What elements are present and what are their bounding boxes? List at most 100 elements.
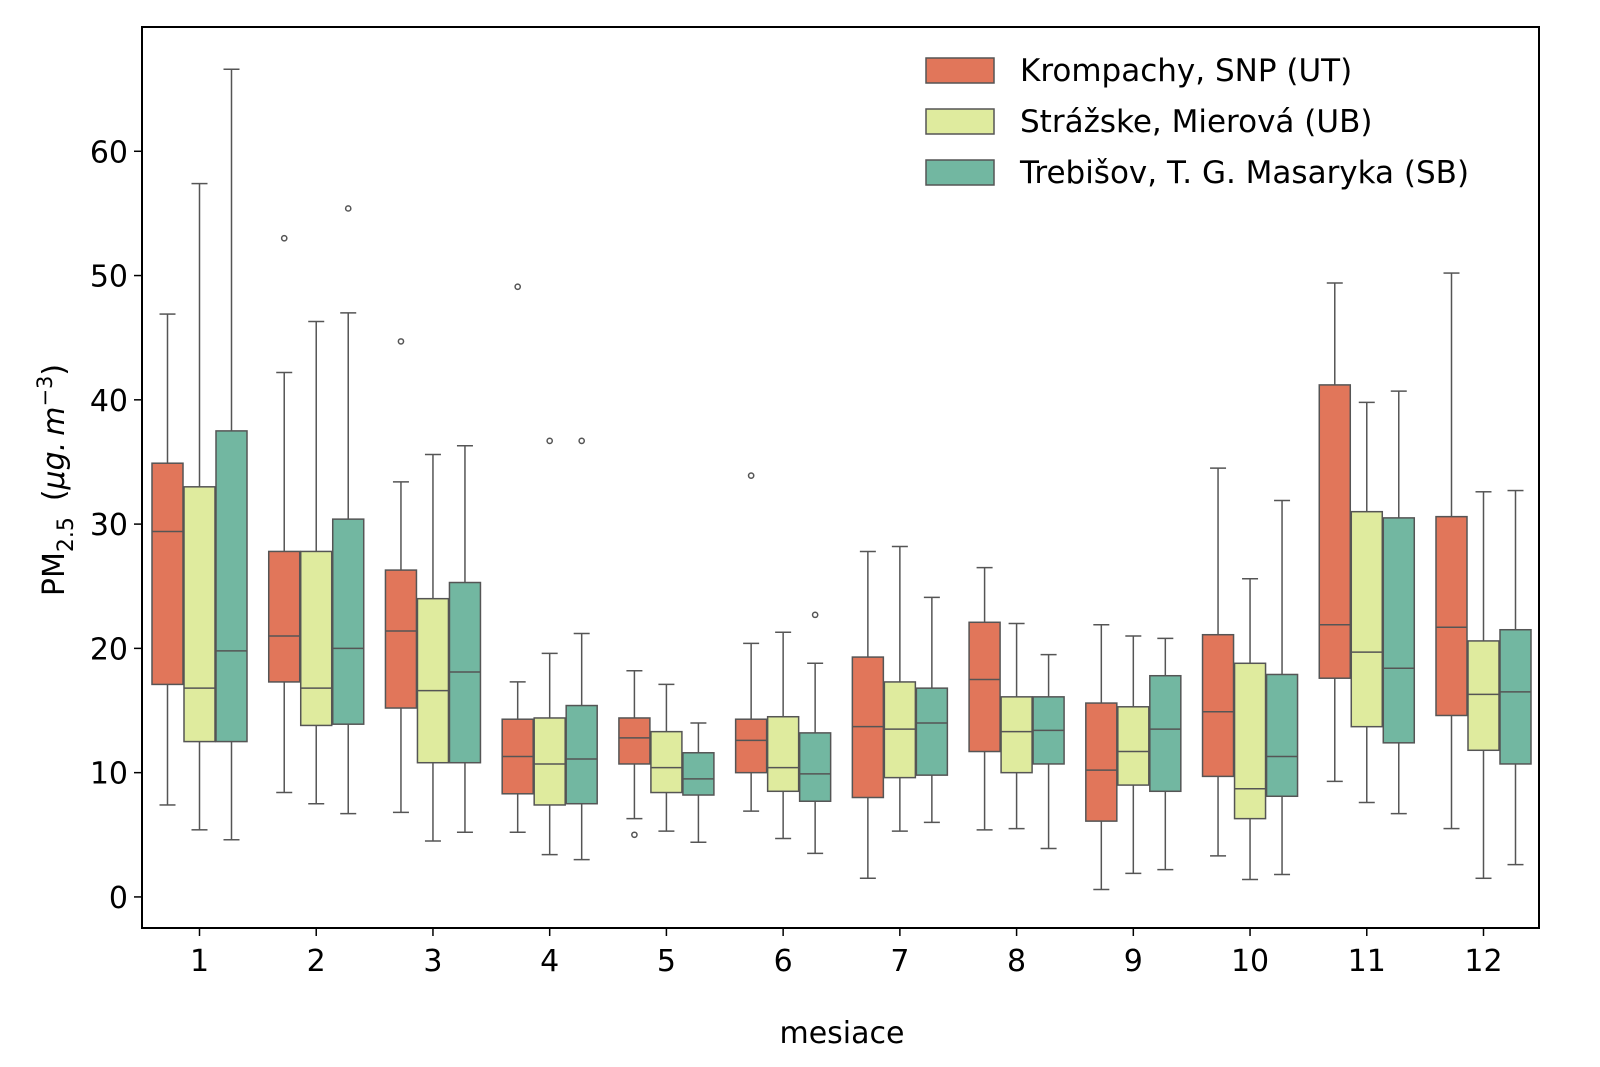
box-iqr [183,486,216,743]
y-axis-title-unit-m: m [37,407,72,436]
x-tick-label: 12 [1464,944,1502,979]
x-tick-label: 5 [657,944,676,979]
x-axis-title: mesiace [780,1016,905,1051]
box-iqr [299,550,333,727]
outlier-point [280,234,288,242]
box-series3-month11 [1382,390,1416,815]
y-tick-label: 50 [90,260,128,295]
box-iqr [650,730,683,794]
box-iqr [533,717,566,806]
box-series2-month10 [1233,578,1267,881]
box-iqr [915,687,949,776]
box-iqr [1265,673,1299,798]
y-axis-title-base: PM [37,552,72,596]
box-series2-month12 [1467,491,1500,880]
box-iqr [267,550,301,683]
box-series1-month4 [501,283,534,834]
x-tick-label: 3 [423,944,442,979]
legend-swatch-2 [925,108,995,135]
box-iqr [1467,640,1500,752]
outlier-point [747,472,755,479]
y-axis-title-paren-close: ) [37,364,72,376]
plot-area [151,68,1532,891]
box-series2-month11 [1350,401,1384,804]
box-iqr [682,752,715,796]
y-axis-title: PM2.5 (μg. m−3) [33,364,79,596]
outlier-point [397,338,405,345]
y-tick-label: 60 [90,135,128,170]
box-series1-month2 [267,234,301,794]
box-iqr [1382,517,1416,744]
box-iqr [1085,702,1118,822]
outlier-point [631,831,638,839]
box-iqr [215,430,248,743]
box-iqr [1499,628,1532,765]
box-iqr [151,462,184,686]
box-iqr [618,717,651,765]
box-series3-month9 [1149,637,1182,871]
y-tick-label: 0 [109,881,128,916]
box-series3-month4 [565,437,598,861]
box-iqr [1435,515,1468,717]
box-series2-month8 [1000,622,1033,830]
box-series3-month10 [1265,499,1299,876]
box-series3-month1 [215,68,248,841]
y-axis-title-unit-exponent: −3 [33,376,57,407]
box-iqr [968,621,1001,753]
box-series1-month9 [1085,624,1118,891]
y-tick-label: 10 [90,757,128,792]
outlier-point [546,437,554,445]
box-series3-month3 [448,445,482,834]
x-tick-label: 7 [890,944,909,979]
series-3 [215,68,1532,876]
x-axis: 1 2 3 4 5 6 7 8 9 10 11 12 [190,928,1503,979]
legend-label-3: Trebišov, T. G. Masaryka (SB) [1019,155,1469,191]
box-series2-month5 [650,683,683,832]
box-series2-month6 [766,631,800,840]
series-2 [183,182,1500,881]
outlier-point [811,611,819,619]
box-iqr [1318,384,1352,679]
box-iqr [1149,674,1182,793]
outlier-point [578,437,586,445]
box-series2-month7 [883,545,917,832]
box-series2-month9 [1117,635,1150,875]
y-tick-label: 30 [90,508,128,543]
box-series1-month7 [851,550,885,880]
legend: Krompachy, SNP (UT) Strážske, Mierová (UB… [925,53,1469,191]
legend-swatch-3 [925,159,995,186]
box-iqr [798,732,832,802]
box-series1-month5 [618,669,651,839]
box-series2-month4 [533,437,566,856]
y-axis-title-unit-mu-g: μg. [37,442,72,491]
y-axis: 0 10 20 30 40 50 60 [90,135,142,916]
box-iqr [1117,706,1150,786]
plot-frame [141,26,1540,929]
box-iqr [331,518,365,725]
y-axis-title-paren-open: ( [37,489,72,501]
outlier-point [514,283,522,291]
box-series2-month2 [299,320,333,805]
box-series3-month8 [1032,653,1065,850]
box-series2-month3 [416,453,450,842]
box-series1-month12 [1435,272,1468,830]
box-series1-month8 [968,566,1001,831]
box-series1-month11 [1318,282,1352,783]
box-iqr [565,704,598,805]
box-iqr [1000,696,1033,774]
x-tick-label: 8 [1007,944,1026,979]
box-series3-month6 [798,611,832,855]
box-iqr [1350,510,1384,728]
y-tick-label: 20 [90,632,128,667]
box-iqr [1233,662,1267,820]
box-series1-month6 [734,472,768,812]
x-tick-label: 11 [1348,944,1386,979]
box-series1-month3 [384,338,418,814]
x-tick-label: 2 [307,944,326,979]
box-iqr [766,715,800,793]
box-series3-month5 [682,722,715,843]
box-series2-month1 [183,182,216,831]
box-iqr [734,718,768,774]
y-axis-title-subscript: 2.5 [54,517,79,552]
box-iqr [384,569,418,709]
